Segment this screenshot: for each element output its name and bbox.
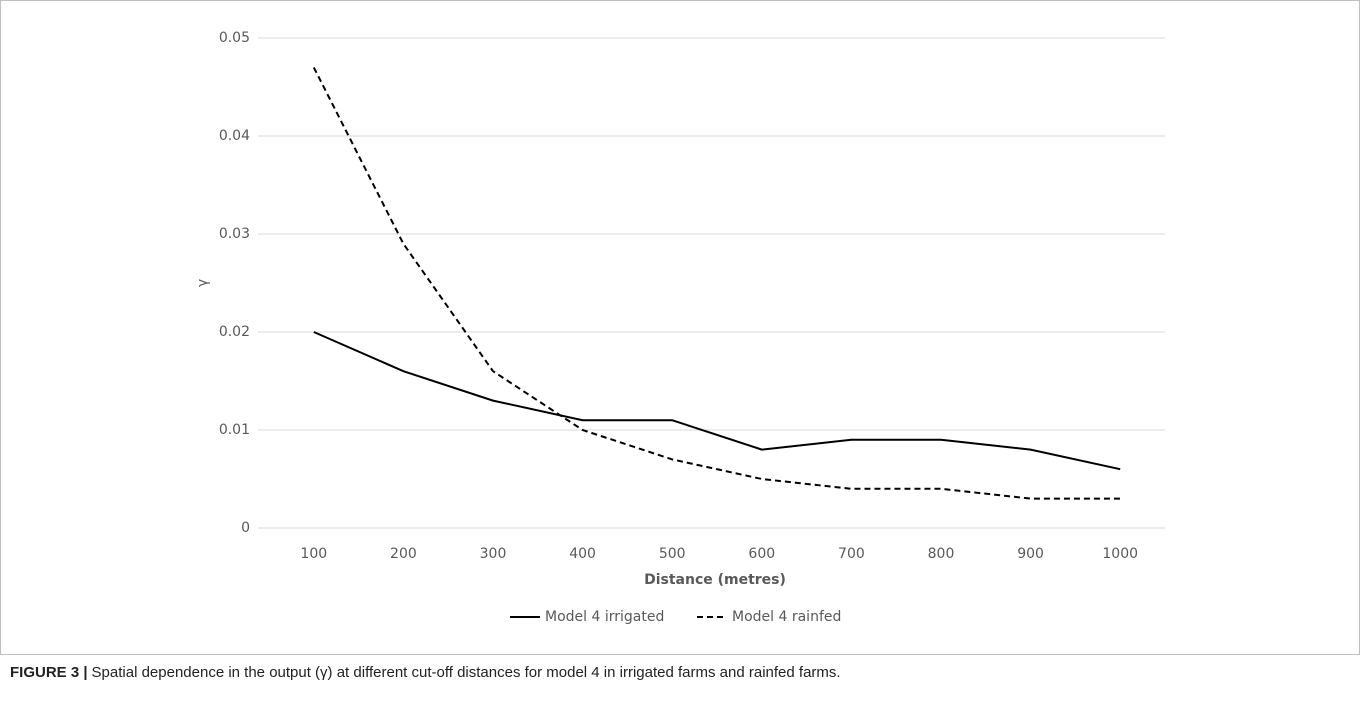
x-tick-label: 200 xyxy=(390,546,417,562)
x-tick-label: 1000 xyxy=(1102,546,1138,562)
x-tick-label: 900 xyxy=(1017,546,1044,562)
x-tick-label: 400 xyxy=(569,546,596,562)
x-tick-label: 700 xyxy=(838,546,865,562)
caption-label: FIGURE 3 | xyxy=(10,664,88,681)
caption-text: Spatial dependence in the output (γ) at … xyxy=(91,664,841,681)
y-tick-label: 0.01 xyxy=(219,422,250,438)
y-tick-label: 0.04 xyxy=(219,128,250,144)
x-tick-label: 500 xyxy=(659,546,686,562)
line xyxy=(313,331,1121,471)
x-tick-label: 100 xyxy=(300,546,327,562)
x-tick-label: 300 xyxy=(480,546,507,562)
line xyxy=(312,66,1121,500)
y-tick-label: 0.05 xyxy=(219,30,250,46)
legend-label: Model 4 irrigated xyxy=(545,609,664,625)
chart: γ Distance (metres) 0 0.01 0.02 0.03 0.04 0.0… xyxy=(0,0,1360,655)
y-axis-title: γ xyxy=(195,279,211,287)
y-tick-label: 0 xyxy=(241,520,250,536)
caption: FIGURE 3 | Spatial dependence in the outp… xyxy=(10,664,841,681)
y-tick-label: 0.03 xyxy=(219,226,250,242)
x-tick-label: 600 xyxy=(748,546,775,562)
y-tick-label: 0.02 xyxy=(219,324,250,340)
x-axis-title: Distance (metres) xyxy=(644,572,786,588)
x-tick-label: 800 xyxy=(928,546,955,562)
legend-label: Model 4 rainfed xyxy=(732,609,841,625)
